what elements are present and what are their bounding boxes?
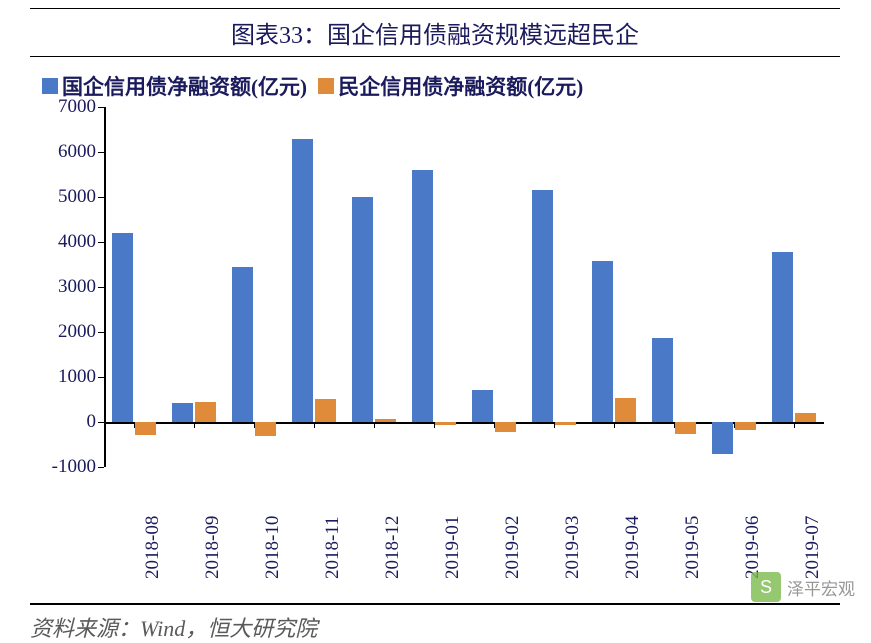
x-tick-label: 2019-04 — [622, 516, 644, 579]
x-tick-label: 2019-01 — [442, 516, 464, 579]
y-tick-label: 4000 — [30, 231, 96, 253]
legend-swatch-2 — [318, 78, 334, 94]
legend-item-series2: 民企信用债净融资额(亿元) — [318, 71, 583, 101]
bar-series1 — [652, 338, 673, 422]
bar-series1 — [472, 390, 493, 422]
bar-series1 — [112, 233, 133, 422]
x-tick-mark — [734, 422, 735, 428]
bar-series2 — [555, 422, 576, 425]
y-tick-label: 7000 — [30, 96, 96, 118]
legend-label-2: 民企信用债净融资额(亿元) — [338, 71, 583, 101]
y-axis-line — [104, 107, 106, 467]
bar-series2 — [195, 402, 216, 422]
watermark: S 泽平宏观 — [751, 572, 855, 602]
x-tick-mark — [494, 422, 495, 428]
bar-series1 — [712, 422, 733, 454]
x-tick-label: 2019-05 — [682, 516, 704, 579]
watermark-label: 泽平宏观 — [787, 575, 855, 600]
y-tick-label: 5000 — [30, 186, 96, 208]
bar-series2 — [135, 422, 156, 435]
x-tick-mark — [614, 422, 615, 428]
x-tick-label: 2019-07 — [802, 516, 824, 579]
x-tick-mark — [194, 422, 195, 428]
plot-area: -1000010002000300040005000600070002018-0… — [104, 107, 824, 467]
y-tick-label: 6000 — [30, 141, 96, 163]
x-tick-mark — [134, 422, 135, 428]
x-tick-label: 2018-10 — [262, 516, 284, 579]
bar-series1 — [592, 261, 613, 422]
y-tick-label: 0 — [30, 411, 96, 433]
bar-series2 — [315, 399, 336, 422]
x-tick-label: 2019-02 — [502, 516, 524, 579]
x-tick-mark — [554, 422, 555, 428]
x-tick-label: 2018-12 — [382, 516, 404, 579]
bar-series2 — [255, 422, 276, 436]
x-tick-label: 2019-06 — [742, 516, 764, 579]
x-tick-mark — [374, 422, 375, 428]
source-text: 资料来源：Wind，恒大研究院 — [30, 611, 840, 643]
legend-label-1: 国企信用债净融资额(亿元) — [62, 71, 307, 101]
y-tick-label: 3000 — [30, 276, 96, 298]
bar-series2 — [615, 398, 636, 422]
x-tick-label: 2019-03 — [562, 516, 584, 579]
x-tick-label: 2018-11 — [322, 516, 344, 579]
bar-series1 — [532, 190, 553, 422]
bar-series2 — [375, 419, 396, 422]
y-tick-label: 1000 — [30, 366, 96, 388]
x-tick-mark — [254, 422, 255, 428]
bar-series2 — [435, 422, 456, 425]
legend-swatch-1 — [42, 78, 58, 94]
legend: 国企信用债净融资额(亿元) 民企信用债净融资额(亿元) — [42, 71, 840, 101]
bar-series1 — [772, 252, 793, 422]
bar-series1 — [412, 170, 433, 422]
x-tick-mark — [794, 422, 795, 428]
bar-series2 — [495, 422, 516, 432]
y-tick-mark — [98, 467, 104, 468]
chart-figure: 图表33：国企信用债融资规模远超民企 国企信用债净融资额(亿元) 民企信用债净融… — [30, 8, 840, 643]
x-tick-mark — [674, 422, 675, 428]
bar-series2 — [795, 413, 816, 422]
bar-series1 — [352, 197, 373, 422]
x-tick-label: 2018-08 — [142, 516, 164, 579]
wechat-icon: S — [751, 572, 781, 602]
x-tick-mark — [434, 422, 435, 428]
bottom-rule — [30, 603, 840, 605]
bar-series1 — [232, 267, 253, 422]
x-tick-mark — [314, 422, 315, 428]
bar-series2 — [735, 422, 756, 430]
chart-title: 图表33：国企信用债融资规模远超民企 — [30, 8, 840, 57]
y-tick-label: 2000 — [30, 321, 96, 343]
y-tick-label: -1000 — [30, 456, 96, 478]
bar-series1 — [292, 139, 313, 423]
bar-series1 — [172, 403, 193, 422]
x-tick-label: 2018-09 — [202, 516, 224, 579]
bar-series2 — [675, 422, 696, 434]
